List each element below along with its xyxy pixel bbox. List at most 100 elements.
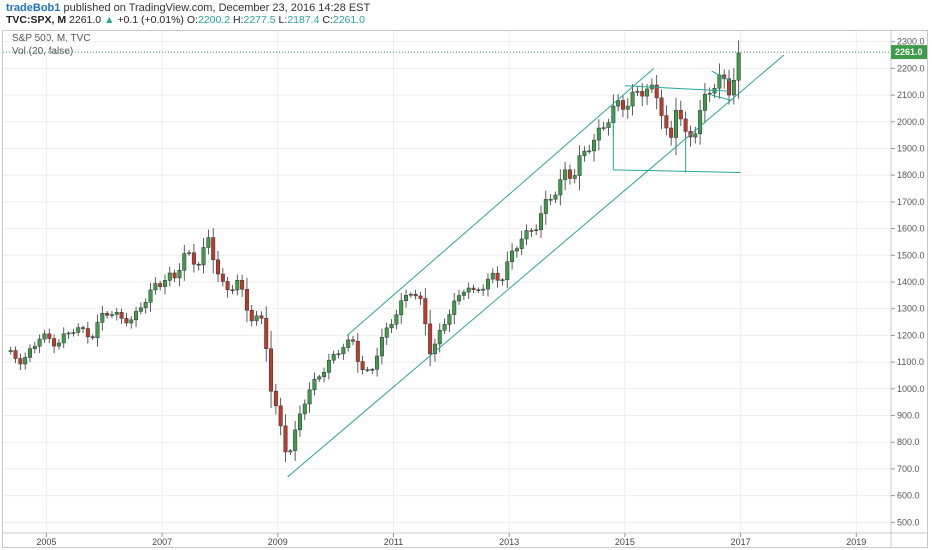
legend-volume: Vol (20, false) bbox=[12, 46, 74, 57]
candle-body bbox=[553, 194, 558, 200]
low-label: L: bbox=[278, 14, 288, 26]
trendline-range-bottom bbox=[613, 169, 741, 174]
candle-body bbox=[71, 332, 76, 334]
y-tick-label: 1400.0 bbox=[897, 277, 925, 287]
y-tick-label: 1600.0 bbox=[897, 224, 925, 234]
candle-body bbox=[601, 127, 606, 129]
candle-body bbox=[678, 109, 683, 120]
candle-body bbox=[437, 330, 442, 345]
candle-body bbox=[312, 378, 317, 391]
candle-body bbox=[375, 355, 380, 370]
candle-body bbox=[13, 350, 18, 359]
candle-body bbox=[640, 91, 645, 97]
x-tick-label: 2011 bbox=[384, 537, 403, 547]
candle-body bbox=[645, 88, 650, 97]
y-tick-label: 2300.0 bbox=[897, 37, 925, 47]
open-value: 2200.2 bbox=[197, 14, 231, 26]
candle-body bbox=[582, 150, 587, 156]
candle-body bbox=[702, 93, 707, 111]
candle-body bbox=[625, 105, 630, 110]
candle-body bbox=[485, 278, 490, 290]
change-value: +0.1 (+0.01%) bbox=[117, 14, 184, 26]
candle-body bbox=[567, 169, 572, 179]
candle-body bbox=[736, 52, 741, 81]
candle-body bbox=[259, 315, 264, 319]
candle-body bbox=[384, 327, 389, 338]
candle-body bbox=[683, 118, 688, 132]
candle-body bbox=[592, 139, 597, 152]
candle-body bbox=[505, 261, 510, 280]
symbol-name: TVC:SPX, M bbox=[6, 14, 67, 26]
close-label: C: bbox=[322, 14, 333, 26]
candle-body bbox=[543, 199, 548, 214]
candle-body bbox=[249, 309, 254, 322]
candle-body bbox=[288, 450, 293, 453]
published-line: tradeBob1 published on TradingView.com, … bbox=[6, 2, 370, 14]
candle-body bbox=[476, 289, 481, 291]
candle-body bbox=[211, 237, 216, 261]
x-tick-label: 2015 bbox=[615, 537, 635, 547]
candle-body bbox=[471, 287, 476, 290]
candle-body bbox=[220, 273, 225, 282]
candle-body bbox=[114, 311, 119, 315]
y-tick-label: 1500.0 bbox=[897, 250, 925, 260]
candle-body bbox=[519, 238, 524, 249]
candle-body bbox=[143, 302, 148, 309]
candle-body bbox=[66, 332, 71, 335]
candle-body bbox=[322, 372, 327, 377]
candle-body bbox=[596, 127, 601, 141]
candle-body bbox=[47, 333, 52, 339]
candle-body bbox=[630, 91, 635, 107]
candle-body bbox=[404, 295, 409, 301]
candle-body bbox=[432, 343, 437, 355]
x-tick-label: 2005 bbox=[36, 537, 56, 547]
candle-body bbox=[447, 314, 452, 325]
candle-body bbox=[524, 230, 529, 240]
candle-body bbox=[61, 333, 66, 344]
x-tick-label: 2019 bbox=[846, 537, 866, 547]
candle-body bbox=[158, 283, 163, 287]
close-value: 2261.0 bbox=[332, 14, 365, 26]
candle-body bbox=[418, 295, 423, 299]
candle-body bbox=[216, 259, 220, 275]
candle-body bbox=[461, 291, 466, 296]
candle-body bbox=[510, 250, 515, 262]
candle-body bbox=[56, 342, 61, 347]
candle-body bbox=[129, 319, 134, 324]
symbol-line: TVC:SPX, M 2261.0 ▲ +0.1 (+0.01%) O:2200… bbox=[6, 14, 365, 26]
candle-body bbox=[95, 322, 100, 339]
y-tick-label: 800.0 bbox=[897, 437, 920, 447]
candle-body bbox=[457, 295, 462, 302]
y-tick-label: 1700.0 bbox=[897, 197, 925, 207]
candle-body bbox=[100, 312, 105, 323]
high-label: H: bbox=[233, 14, 244, 26]
candle-body bbox=[18, 358, 23, 365]
candle-body bbox=[283, 425, 288, 453]
published-text: published on TradingView.com, December 2… bbox=[63, 2, 371, 14]
y-tick-label: 1000.0 bbox=[897, 384, 925, 394]
candle-body bbox=[727, 78, 732, 96]
candle-body bbox=[654, 84, 659, 99]
candle-body bbox=[124, 318, 129, 324]
candle-body bbox=[572, 175, 577, 179]
candle-body bbox=[413, 293, 418, 297]
low-value: 2187.4 bbox=[287, 14, 320, 26]
candle-body bbox=[717, 74, 722, 89]
candle-body bbox=[466, 287, 471, 293]
candle-body bbox=[254, 315, 259, 322]
candle-body bbox=[731, 80, 736, 96]
chart-frame[interactable] bbox=[2, 30, 928, 548]
candle-body bbox=[355, 341, 360, 362]
candle-body bbox=[230, 289, 235, 291]
y-tick-label: 2100.0 bbox=[897, 90, 925, 100]
candle-body bbox=[240, 279, 245, 290]
candle-body bbox=[119, 311, 124, 319]
y-tick-label: 1200.0 bbox=[897, 330, 925, 340]
candle-body bbox=[206, 237, 211, 248]
candle-body bbox=[317, 376, 322, 380]
author-link[interactable]: tradeBob1 bbox=[6, 2, 61, 14]
candle-body bbox=[606, 122, 611, 128]
last-price-label: 2261.0 bbox=[895, 47, 923, 57]
candle-body bbox=[235, 279, 240, 291]
